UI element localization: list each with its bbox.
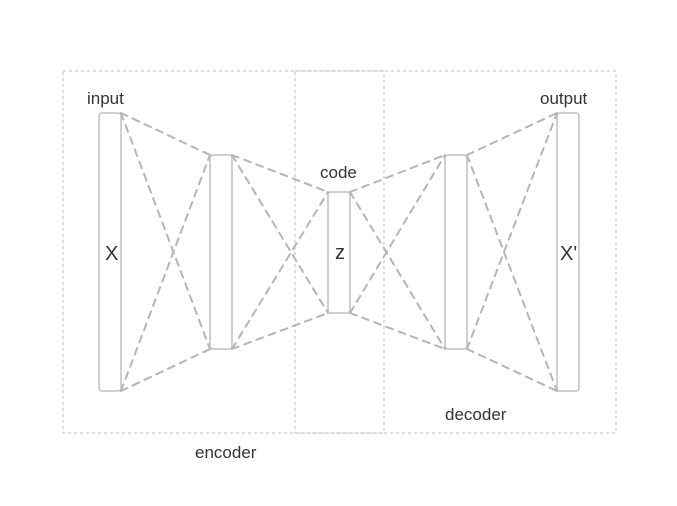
input-label-above: input <box>87 89 124 108</box>
input-inner-label: X <box>105 243 118 265</box>
decoder-label: decoder <box>445 405 507 424</box>
enc-hidden-layer <box>210 155 232 349</box>
code-inner-label: z <box>335 242 345 264</box>
output-inner-label: X' <box>560 243 577 265</box>
dec-hidden-layer <box>445 155 467 349</box>
encoder-label: encoder <box>195 443 257 462</box>
output-label-above: output <box>540 89 588 108</box>
code-label-above: code <box>320 163 357 182</box>
